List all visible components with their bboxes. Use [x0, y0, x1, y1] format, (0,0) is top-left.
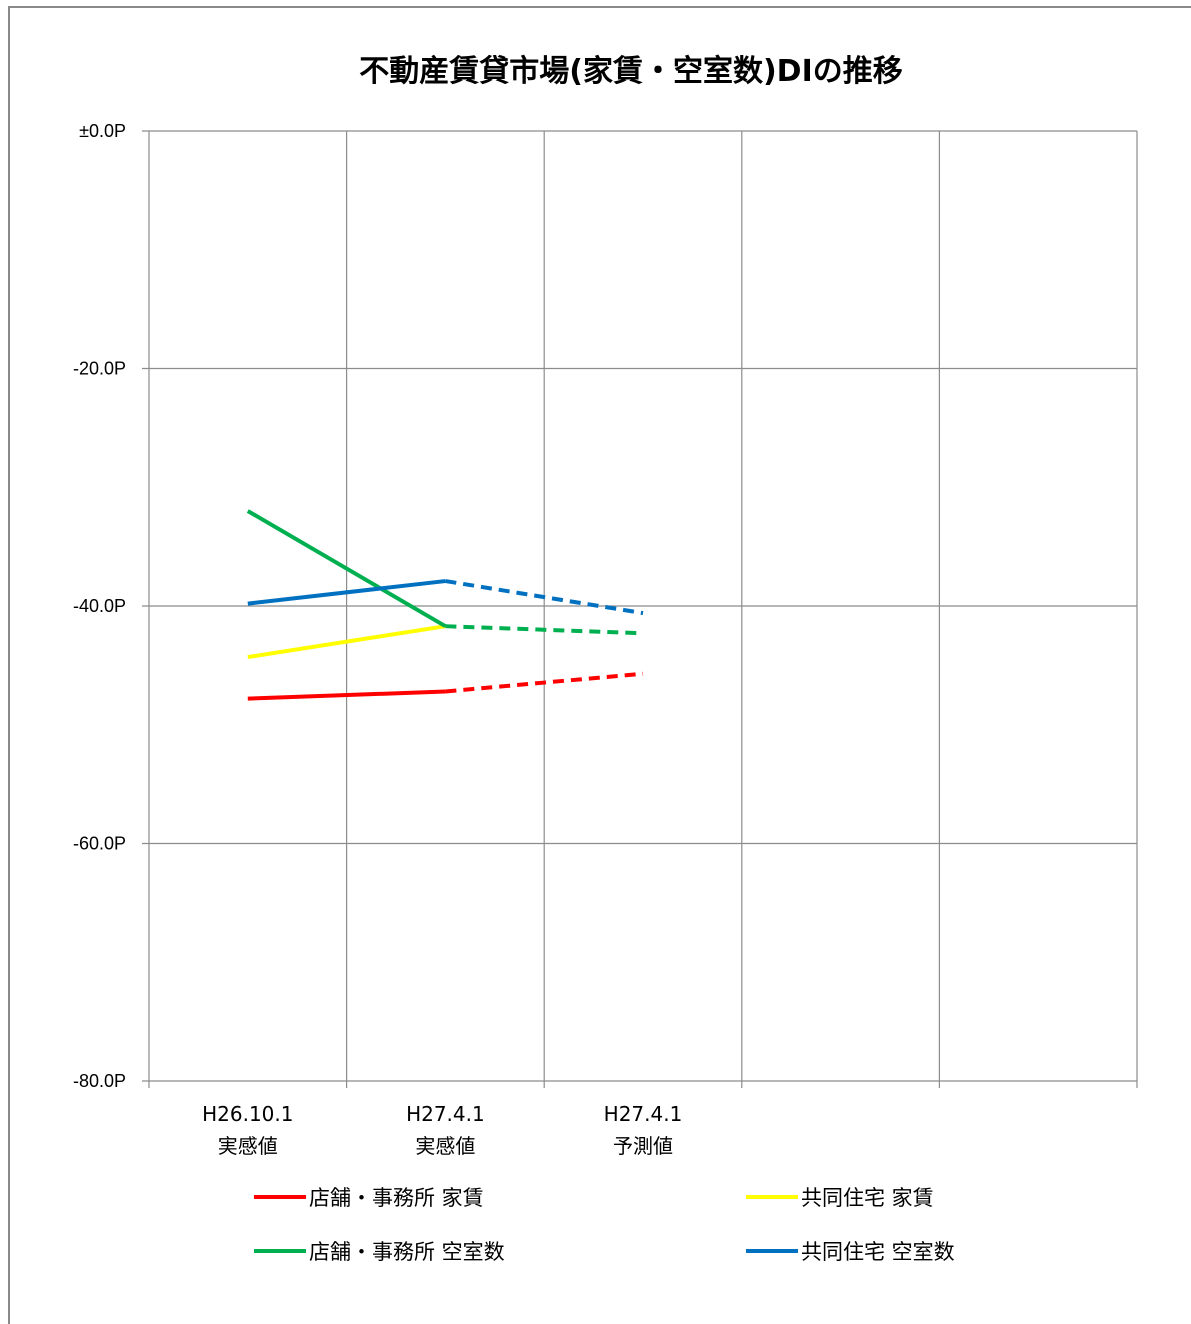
- y-tick-label-4: -80.0P: [73, 1071, 126, 1091]
- x-tick-label-0-line2: 実感値: [218, 1134, 278, 1158]
- axes: ±0.0P -20.0P -40.0P -60.0P -80.0P H26.10.1 実感値…: [73, 121, 682, 1158]
- series-1-actual-line: [247, 624, 446, 660]
- x-tick-label-0-line1: H26.10.1: [202, 1102, 293, 1126]
- legend-label-3: 共同住宅 空室数: [801, 1240, 955, 1264]
- series-2-actual-line: [246, 509, 447, 628]
- series-3-forecast-line: [445, 579, 644, 616]
- x-tick-label-2-line1: H27.4.1: [604, 1102, 683, 1126]
- chart-frame: [8, 6, 1191, 1324]
- legend-label-2: 店舗・事務所 空室数: [309, 1240, 505, 1264]
- series-0-forecast-line: [445, 671, 644, 694]
- x-tick-label-1-line2: 実感値: [415, 1134, 475, 1158]
- chart-title: 不動産賃貸市場(家賃・空室数)DIの推移: [359, 54, 903, 89]
- y-tick-label-2: -40.0P: [73, 596, 126, 616]
- y-tick-label-1: -20.0P: [73, 359, 126, 379]
- y-tick-label-3: -60.0P: [73, 834, 126, 854]
- series-lines: [246, 509, 644, 701]
- series-3-actual-line: [247, 579, 446, 606]
- legend-label-1: 共同住宅 家賃: [801, 1186, 934, 1210]
- series-0-actual-line: [247, 689, 446, 701]
- x-tick-label-2-line2: 予測値: [613, 1134, 673, 1158]
- x-tick-label-1-line1: H27.4.1: [406, 1102, 485, 1126]
- series-2-forecast-line: [445, 624, 644, 636]
- y-tick-label-0: ±0.0P: [79, 121, 126, 141]
- grid: [142, 130, 1138, 1088]
- legend-label-0: 店舗・事務所 家賃: [309, 1186, 484, 1210]
